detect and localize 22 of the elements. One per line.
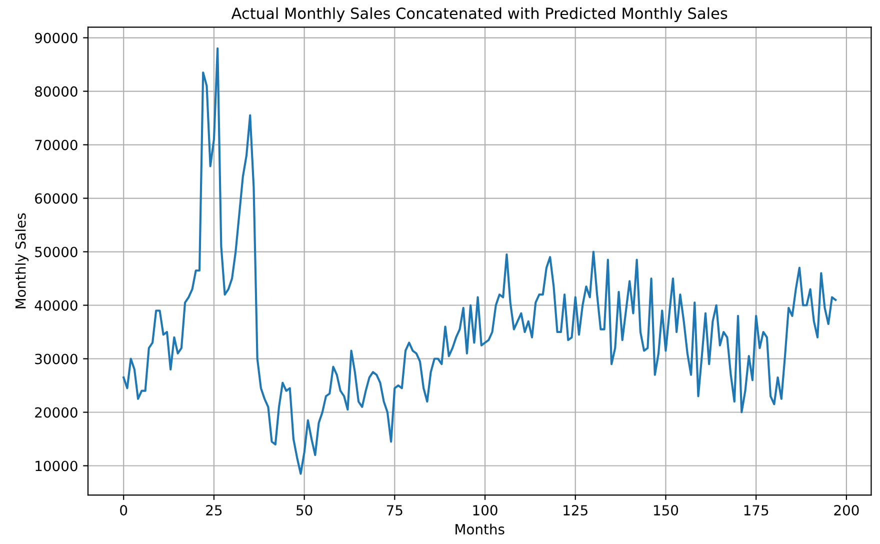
x-tick-label: 25 [206, 505, 222, 516]
x-tick-label: 125 [564, 505, 588, 516]
y-tick-label: 70000 [35, 140, 78, 150]
x-tick-label: 100 [473, 505, 498, 516]
x-tick-label: 175 [744, 505, 768, 516]
y-tick-label: 90000 [34, 32, 78, 44]
y-tick-label: 50000 [35, 246, 78, 258]
x-tick-label: 0 [120, 505, 128, 516]
y-axis-title: Monthly Sales [15, 213, 29, 308]
x-tick-label: 200 [834, 505, 859, 516]
line-series [122, 47, 837, 475]
x-tick-label: 75 [386, 505, 402, 516]
y-tick-label: 20000 [35, 407, 78, 418]
x-axis-title: Months [456, 524, 504, 535]
y-tick-label: 30000 [35, 354, 78, 364]
y-tick-label: 40000 [34, 300, 78, 311]
x-tick-label: 150 [654, 505, 678, 516]
y-tick-label: 10000 [36, 460, 78, 472]
x-tick-label: 50 [296, 505, 312, 516]
y-tick-label: 60000 [35, 193, 78, 204]
y-tick-label: 80000 [35, 86, 78, 97]
chart-title: Actual Monthly Sales Concatenated with Predicted Monthly Sales [231, 7, 728, 22]
